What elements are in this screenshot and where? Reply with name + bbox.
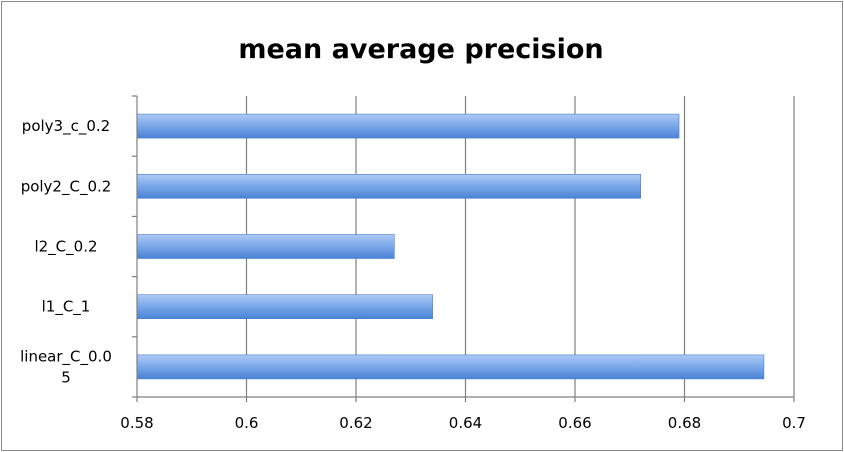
category-label: poly3_c_0.2 [22,117,110,136]
x-tick-label: 0.66 [558,414,591,432]
x-tick-label: 0.58 [120,414,153,432]
x-tick-label: 0.64 [449,414,482,432]
category-label: linear_C_0.0 [20,347,112,366]
bar-l1-c-1 [136,294,433,320]
bar-l2-c-0-2 [136,234,395,259]
x-tick-label: 0.7 [782,414,806,432]
x-tick-label: 0.62 [339,414,372,432]
x-tick-label: 0.68 [668,414,701,432]
category-label: l1_C_1 [42,298,91,317]
bar-poly3-c-0-2 [136,113,680,139]
bar-linear-c-0-05 [136,354,765,380]
x-tick-label: 0.6 [235,414,259,432]
bar-poly2-c-0-2 [136,174,642,199]
category-label: 5 [61,368,71,386]
category-label: poly2_C_0.2 [21,177,112,196]
category-label: l2_C_0.2 [34,238,97,257]
chart-title: mean average precision [238,34,603,65]
